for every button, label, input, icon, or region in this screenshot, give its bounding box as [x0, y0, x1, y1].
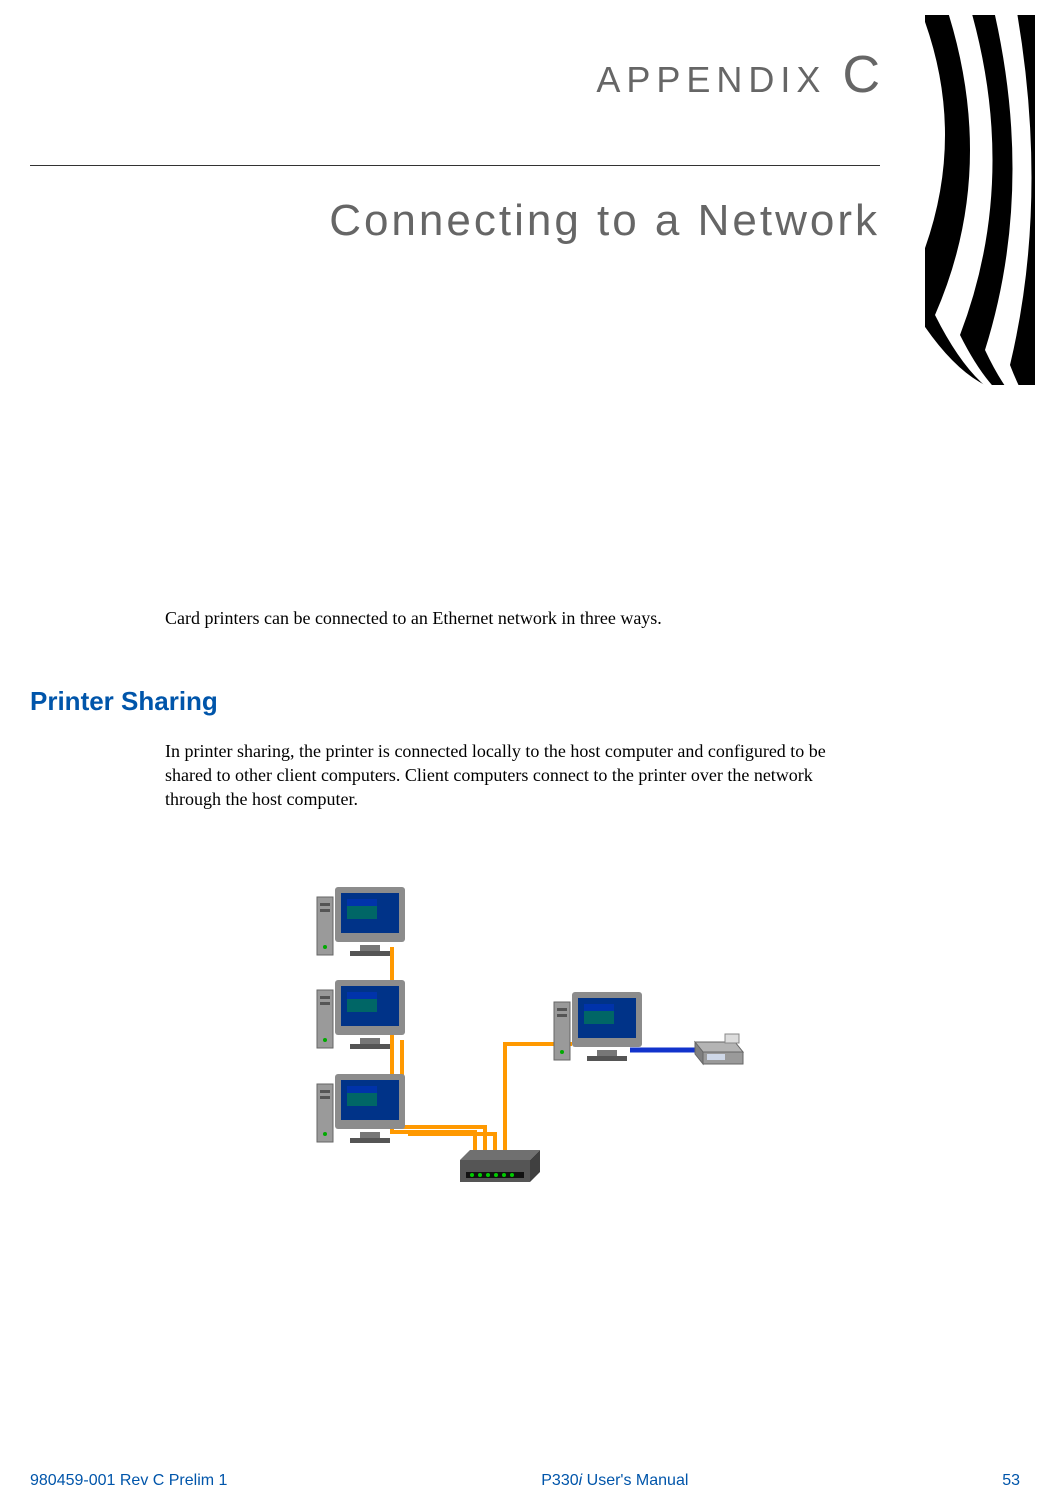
appendix-word: APPENDIX: [596, 59, 826, 100]
horizontal-rule: [30, 165, 880, 166]
network-diagram: [310, 882, 880, 1197]
intro-paragraph: Card printers can be connected to an Eth…: [165, 606, 850, 631]
chapter-title: Connecting to a Network: [30, 196, 880, 246]
page-content: APPENDIX C Connecting to a Network Card …: [0, 0, 910, 1502]
appendix-label: APPENDIX C: [30, 45, 880, 105]
zebra-logo-stripe: [925, 15, 1035, 385]
footer-right: 53: [1002, 1472, 1020, 1490]
footer-center: P330i User's Manual: [541, 1472, 688, 1490]
page-footer: 980459-001 Rev C Prelim 1 P330i User's M…: [30, 1472, 1020, 1490]
section-heading: Printer Sharing: [30, 686, 880, 717]
section-body: In printer sharing, the printer is conne…: [165, 739, 850, 812]
appendix-letter: C: [842, 46, 880, 104]
footer-left: 980459-001 Rev C Prelim 1: [30, 1472, 227, 1490]
